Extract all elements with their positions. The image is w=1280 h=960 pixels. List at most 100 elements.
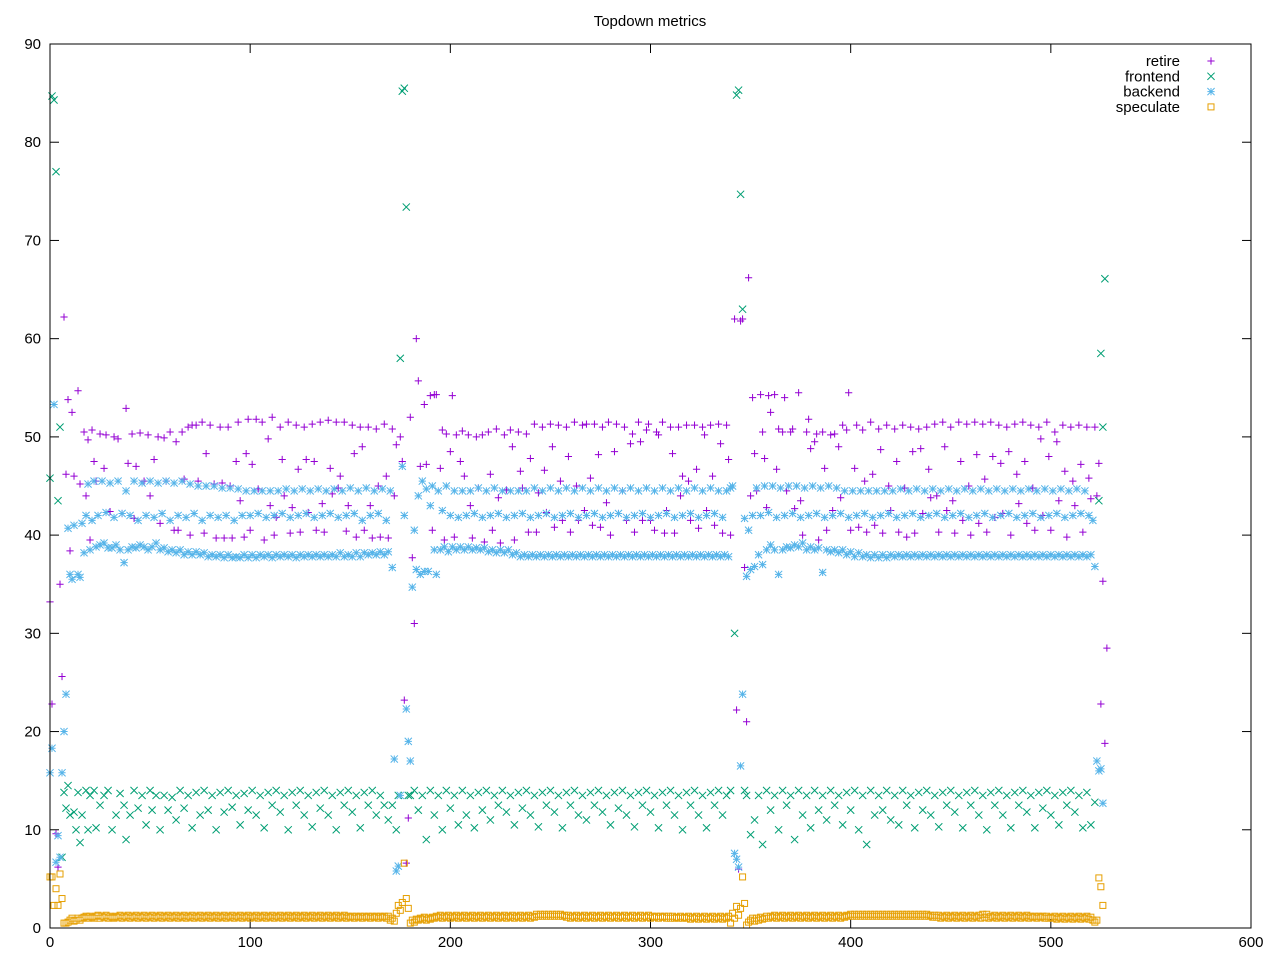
retire-point xyxy=(630,528,639,536)
backend-point xyxy=(174,511,183,520)
retire-point xyxy=(885,482,893,490)
retire-point xyxy=(773,465,781,473)
backend-point xyxy=(770,545,779,554)
retire-point xyxy=(324,416,332,424)
frontend-point xyxy=(292,801,301,810)
retire-point xyxy=(240,533,248,541)
retire-point xyxy=(1011,420,1019,428)
backend-point xyxy=(962,552,971,561)
retire-point xyxy=(276,423,284,431)
backend-point xyxy=(546,484,555,492)
retire-point xyxy=(258,418,266,426)
retire-point xyxy=(1007,531,1015,539)
frontend-point xyxy=(670,811,679,819)
retire-point xyxy=(811,438,819,446)
backend-point xyxy=(716,552,725,561)
retire-point xyxy=(839,421,847,429)
backend-point xyxy=(220,553,229,562)
backend-point xyxy=(500,548,509,557)
backend-point xyxy=(166,516,175,525)
backend-point xyxy=(840,486,849,495)
backend-point xyxy=(1064,486,1073,495)
backend-point xyxy=(724,552,733,561)
backend-point xyxy=(942,550,951,559)
retire-point xyxy=(692,465,701,473)
retire-point xyxy=(813,430,821,438)
retire-point xyxy=(626,440,635,448)
backend-point xyxy=(642,484,651,492)
frontend-point xyxy=(1086,820,1095,829)
frontend-point xyxy=(558,823,567,832)
retire-point xyxy=(738,315,747,323)
backend-point xyxy=(278,509,287,518)
retire-point xyxy=(166,428,174,436)
backend-point xyxy=(234,484,243,493)
backend-point xyxy=(778,545,787,554)
retire-point xyxy=(789,425,797,433)
backend-point xyxy=(572,552,581,561)
backend-point xyxy=(524,552,533,561)
frontend-point xyxy=(978,791,987,800)
retire-point xyxy=(316,418,324,426)
retire-point xyxy=(464,431,472,439)
backend-point xyxy=(888,486,897,495)
frontend-point xyxy=(478,806,487,815)
backend-point xyxy=(348,552,357,561)
backend-point xyxy=(338,486,347,495)
frontend-point xyxy=(950,808,959,817)
retire-point xyxy=(744,274,753,282)
backend-point xyxy=(332,552,341,561)
retire-point xyxy=(478,431,486,439)
y-tick-label: 80 xyxy=(24,134,41,151)
frontend-point xyxy=(216,788,225,797)
retire-point xyxy=(951,529,959,537)
retire-point xyxy=(925,465,933,473)
backend-point xyxy=(266,486,275,495)
retire-point xyxy=(86,536,94,544)
y-tick-label: 10 xyxy=(24,822,41,839)
backend-point xyxy=(884,509,893,518)
retire-point xyxy=(843,426,851,434)
frontend-point xyxy=(518,804,527,813)
retire-point xyxy=(516,467,524,475)
frontend-point xyxy=(746,830,755,839)
frontend-point xyxy=(754,791,763,800)
backend-point xyxy=(612,552,621,561)
retire-point xyxy=(670,529,679,537)
retire-point xyxy=(1005,448,1013,456)
frontend-point xyxy=(722,791,731,800)
retire-point xyxy=(234,418,242,426)
backend-point xyxy=(616,550,625,559)
frontend-point xyxy=(1046,811,1055,819)
retire-point xyxy=(1075,421,1083,429)
backend-point xyxy=(1090,562,1099,571)
backend-point xyxy=(352,548,361,557)
backend-point xyxy=(312,550,321,559)
backend-point xyxy=(386,486,395,495)
retire-point xyxy=(684,477,693,485)
backend-point xyxy=(684,552,693,561)
frontend-point xyxy=(702,823,711,832)
backend-point xyxy=(1012,513,1021,522)
backend-point xyxy=(722,486,731,495)
speculate-point xyxy=(737,904,745,912)
retire-point xyxy=(66,547,74,555)
frontend-point xyxy=(770,791,779,800)
retire-point xyxy=(1079,528,1087,536)
backend-point xyxy=(402,705,411,713)
backend-point xyxy=(918,550,927,559)
retire-point xyxy=(582,420,591,428)
retire-point xyxy=(364,423,372,431)
backend-point xyxy=(392,867,401,875)
backend-point xyxy=(54,831,62,840)
retire-point xyxy=(578,421,587,429)
frontend-point xyxy=(598,808,607,817)
frontend-point xyxy=(184,791,193,800)
backend-point xyxy=(656,550,665,559)
backend-point xyxy=(972,511,981,520)
backend-point xyxy=(1098,799,1107,808)
retire-point xyxy=(1027,421,1035,429)
retire-point xyxy=(1047,526,1055,534)
frontend-point xyxy=(276,808,285,817)
backend-point xyxy=(564,552,573,561)
